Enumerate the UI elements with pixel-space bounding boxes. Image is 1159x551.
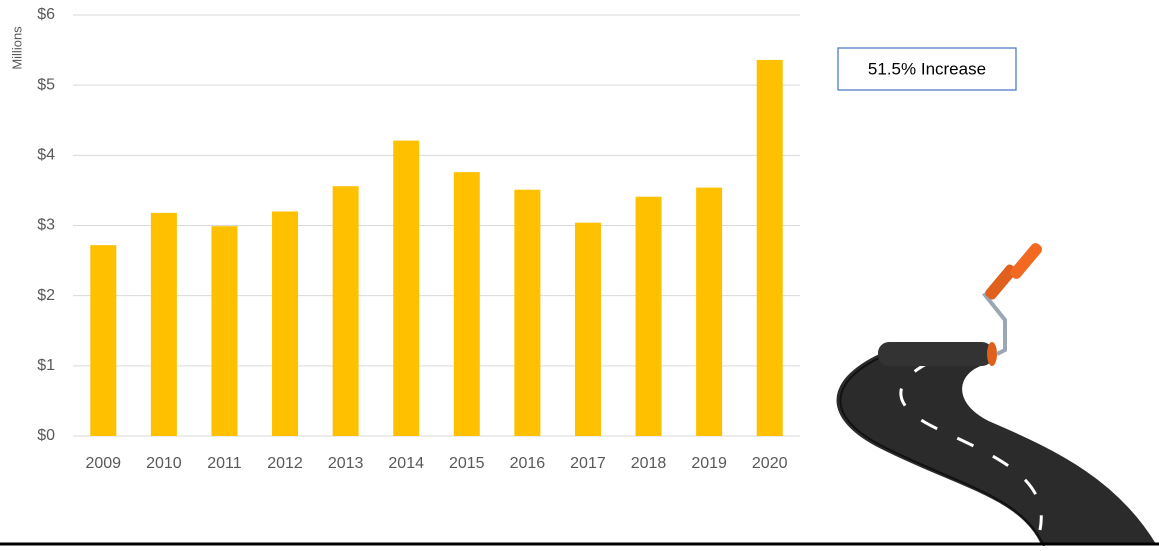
y-tick-label: $6 xyxy=(37,6,55,23)
y-tick-label: $4 xyxy=(37,147,55,164)
bar xyxy=(454,172,480,436)
y-tick-label: $3 xyxy=(37,217,55,234)
x-tick-label: 2014 xyxy=(388,455,424,472)
bar xyxy=(90,245,116,436)
bar xyxy=(514,190,540,436)
x-tick-label: 2020 xyxy=(752,455,788,472)
x-tick-label: 2009 xyxy=(85,455,121,472)
x-tick-label: 2012 xyxy=(267,455,303,472)
x-tick-label: 2015 xyxy=(449,455,485,472)
x-tick-label: 2016 xyxy=(510,455,546,472)
bar xyxy=(211,226,237,436)
chart: $0 $1 $2 $3 $4 $5 $6 2009 2010 2011 2012 2013 2014 20… xyxy=(0,0,1159,546)
x-tick-label: 2010 xyxy=(146,455,182,472)
bar xyxy=(636,197,662,436)
annotation: 51.5% Increase xyxy=(868,59,986,78)
page: {"chart_data": {"type": "bar", "y_label"… xyxy=(0,0,1159,546)
y-tick-label: $0 xyxy=(37,427,55,444)
x-tick-label: 2017 xyxy=(570,455,606,472)
bar xyxy=(575,223,601,436)
bar xyxy=(696,188,722,436)
road-illustration xyxy=(835,241,1159,546)
bar xyxy=(151,213,177,436)
bar xyxy=(393,141,419,436)
y-tick-label: $2 xyxy=(37,287,55,304)
x-tick-label: 2018 xyxy=(631,455,667,472)
y-tick-label: $5 xyxy=(37,76,55,93)
bar xyxy=(757,60,783,436)
bar xyxy=(333,186,359,436)
y-tick-label: $1 xyxy=(37,357,55,374)
x-tick-label: 2019 xyxy=(691,455,727,472)
x-tick-label: 2013 xyxy=(328,455,364,472)
x-tick-label: 2011 xyxy=(207,455,242,472)
y-axis-label: Millions xyxy=(9,26,24,70)
bar xyxy=(272,211,298,436)
